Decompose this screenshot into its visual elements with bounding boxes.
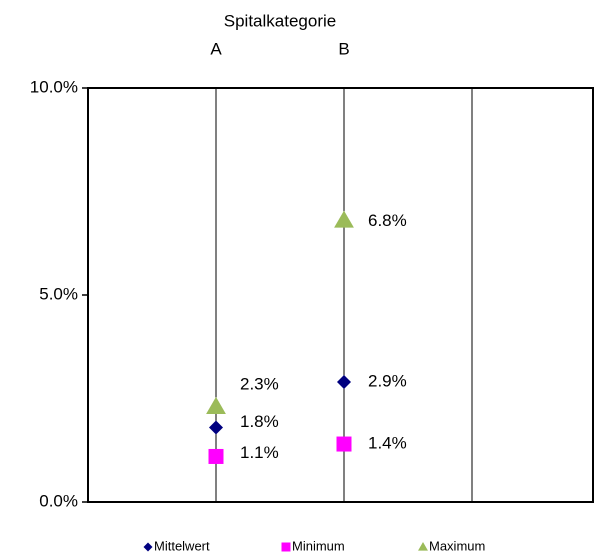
- legend-label: Mittelwert: [154, 538, 210, 553]
- chart-title: Spitalkategorie: [224, 11, 336, 30]
- y-tick-label: 5.0%: [39, 284, 78, 303]
- data-label: 1.8%: [240, 412, 279, 431]
- data-label: 1.4%: [368, 434, 407, 453]
- y-tick-label: 0.0%: [39, 491, 78, 510]
- marker-diamond: [209, 420, 223, 435]
- marker-square: [281, 542, 291, 552]
- legend-label: Minimum: [292, 538, 345, 553]
- marker-square: [336, 436, 352, 452]
- marker-diamond: [143, 542, 153, 552]
- marker-triangle: [334, 210, 354, 228]
- marker-diamond: [337, 374, 351, 389]
- x-tick-label: A: [210, 39, 222, 58]
- x-tick-label: B: [338, 39, 349, 58]
- legend-label: Maximum: [429, 538, 485, 553]
- data-label: 2.3%: [240, 374, 279, 393]
- marker-triangle: [418, 542, 428, 551]
- data-label: 1.1%: [240, 443, 279, 462]
- marker-triangle: [206, 396, 226, 414]
- data-label: 6.8%: [368, 211, 407, 230]
- marker-square: [208, 448, 224, 464]
- y-tick-label: 10.0%: [30, 77, 78, 96]
- data-label: 2.9%: [368, 371, 407, 390]
